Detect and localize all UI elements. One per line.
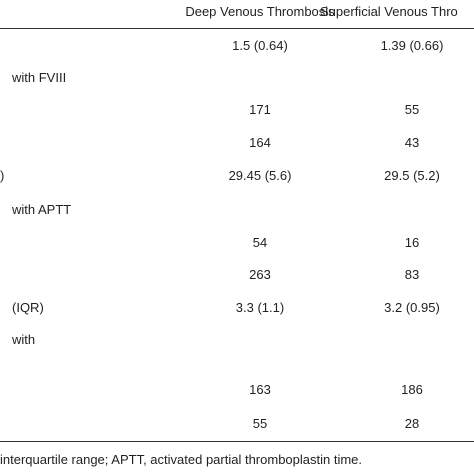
cell-value: 171 xyxy=(249,102,271,117)
row-label: with FVIII xyxy=(12,70,67,85)
cell-value: 186 xyxy=(401,382,423,397)
column-header: Superficial Venous Thro xyxy=(320,4,458,19)
header-rule xyxy=(0,28,474,29)
cell-value: 163 xyxy=(249,382,271,397)
cell-value: 3.3 (1.1) xyxy=(235,300,285,315)
cell-value: 3.2 (0.95) xyxy=(384,300,440,315)
cell-value: 263 xyxy=(249,267,271,282)
cell-value: 16 xyxy=(404,235,420,250)
cell-value: 164 xyxy=(249,135,271,150)
cell-value: 55 xyxy=(252,416,268,431)
column-header: Deep Venous Thrombosis xyxy=(185,4,335,19)
cell-value: 1.5 (0.64) xyxy=(232,38,288,53)
cell-value: 28 xyxy=(404,416,420,431)
row-label: ) xyxy=(0,168,5,183)
row-label: (IQR) xyxy=(12,300,44,315)
row-label: with APTT xyxy=(12,202,72,217)
cell-value: 1.39 (0.66) xyxy=(380,38,444,53)
cell-value: 29.5 (5.2) xyxy=(384,168,440,183)
cell-value: 55 xyxy=(404,102,420,117)
row-label: with xyxy=(12,332,36,347)
cell-value: 83 xyxy=(404,267,420,282)
cell-value: 54 xyxy=(252,235,268,250)
cell-value: 29.45 (5.6) xyxy=(228,168,292,183)
cell-value: 43 xyxy=(404,135,420,150)
footnote: interquartile range; APTT, activated par… xyxy=(0,452,363,467)
bottom-rule xyxy=(0,441,474,442)
